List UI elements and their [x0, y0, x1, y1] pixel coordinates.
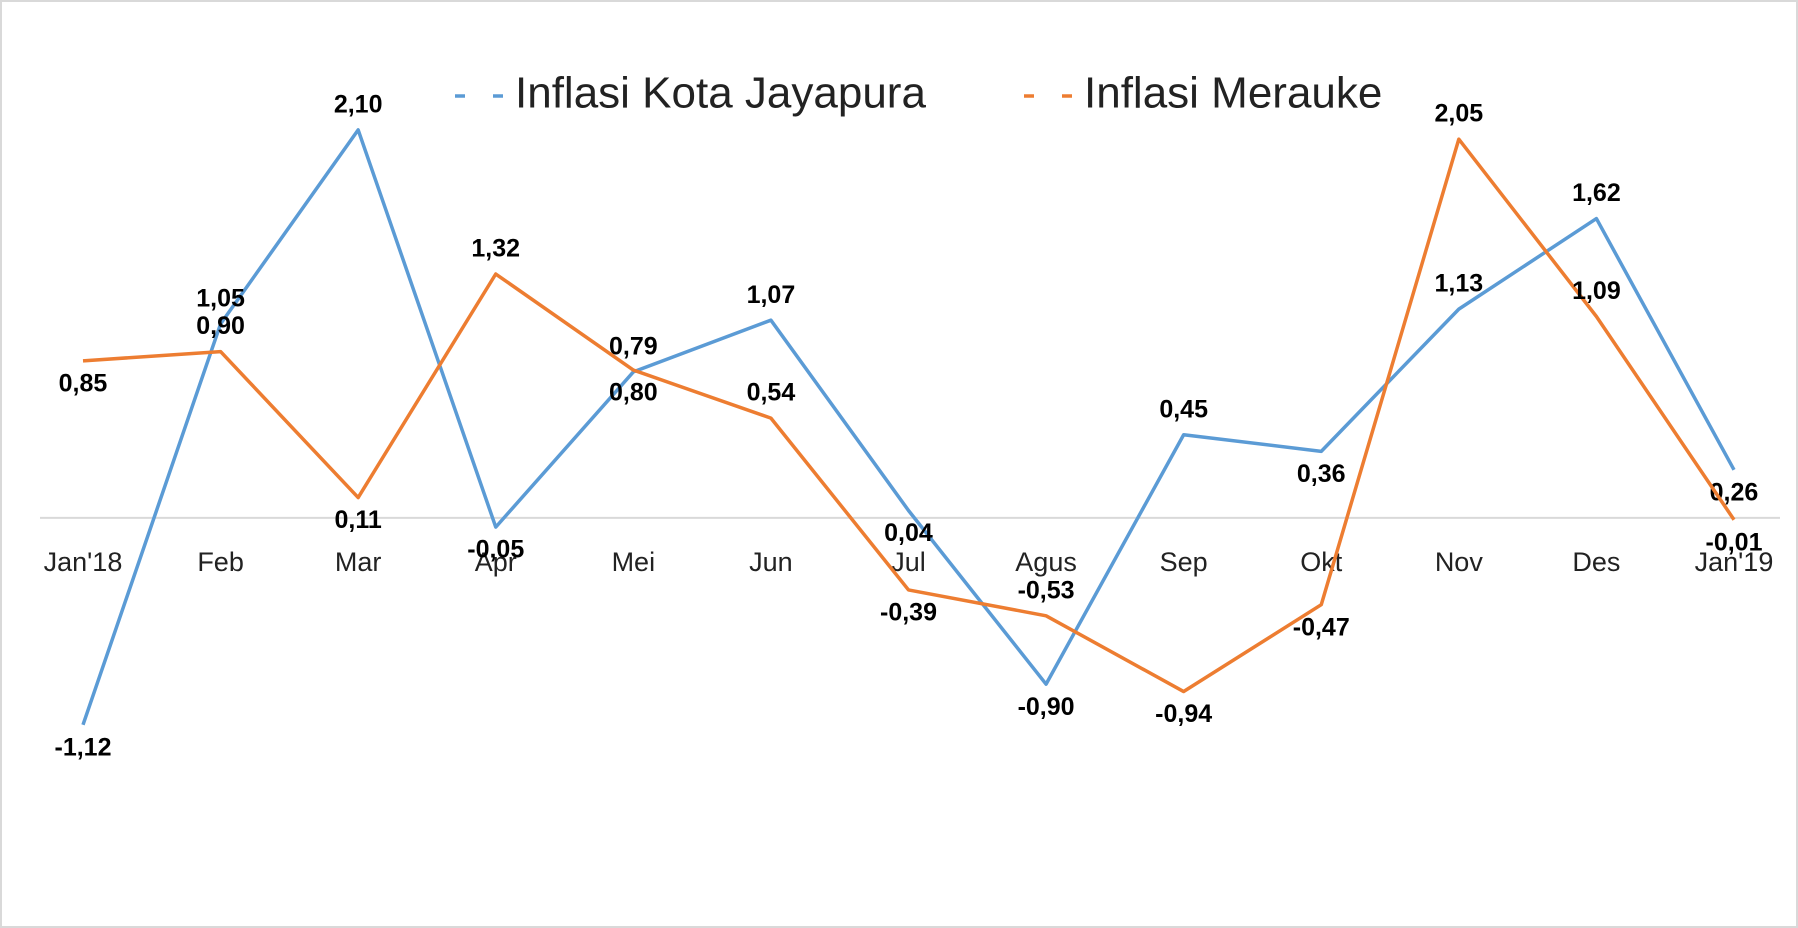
data-label: -1,12 [55, 733, 112, 761]
data-label: 1,13 [1434, 270, 1483, 298]
x-tick-label: Jan'19 [1695, 547, 1774, 577]
data-label: 0,36 [1297, 460, 1346, 488]
data-label: 1,05 [196, 284, 245, 312]
data-label: 0,45 [1159, 395, 1208, 423]
x-tick-label: Agus [1015, 547, 1077, 577]
data-label: 0,85 [59, 369, 108, 397]
x-tick-label: Jun [749, 547, 793, 577]
series-line [82, 137, 1736, 694]
data-label: 0,79 [609, 333, 658, 361]
x-tick-label: Feb [197, 547, 244, 577]
data-label: 0,04 [884, 519, 933, 547]
x-tick-label: Des [1572, 547, 1620, 577]
x-tick-label: Jan'18 [44, 547, 123, 577]
x-tick-label: Nov [1435, 547, 1484, 577]
data-label: 0,80 [609, 379, 658, 407]
legend-label: Inflasi Merauke [1084, 69, 1382, 118]
data-label: 1,09 [1572, 277, 1621, 305]
data-label: 2,05 [1434, 100, 1483, 128]
data-label: 1,07 [747, 281, 796, 309]
x-tick-label: Sep [1160, 547, 1208, 577]
data-label: 0,26 [1710, 478, 1759, 506]
x-tick-label: Mar [335, 547, 382, 577]
data-label: -0,01 [1706, 528, 1763, 556]
data-label: -0,39 [880, 599, 937, 627]
data-label: -0,90 [1018, 693, 1075, 721]
data-label: 2,10 [334, 91, 383, 119]
data-label: 0,90 [196, 312, 245, 340]
x-tick-label: Mei [612, 547, 656, 577]
data-label: -0,94 [1155, 700, 1212, 728]
series-line [81, 128, 1736, 726]
data-label: -0,53 [1018, 576, 1075, 604]
legend-label: Inflasi Kota Jayapura [515, 69, 926, 118]
data-label: 0,11 [335, 506, 382, 534]
data-label: 1,32 [471, 235, 520, 263]
x-tick-label: Apr [475, 547, 517, 577]
data-label: -0,05 [467, 536, 524, 564]
x-tick-label: Jul [891, 547, 926, 577]
data-label: 1,62 [1572, 179, 1621, 207]
data-label: 0,54 [747, 379, 796, 407]
data-label: -0,47 [1293, 613, 1350, 641]
